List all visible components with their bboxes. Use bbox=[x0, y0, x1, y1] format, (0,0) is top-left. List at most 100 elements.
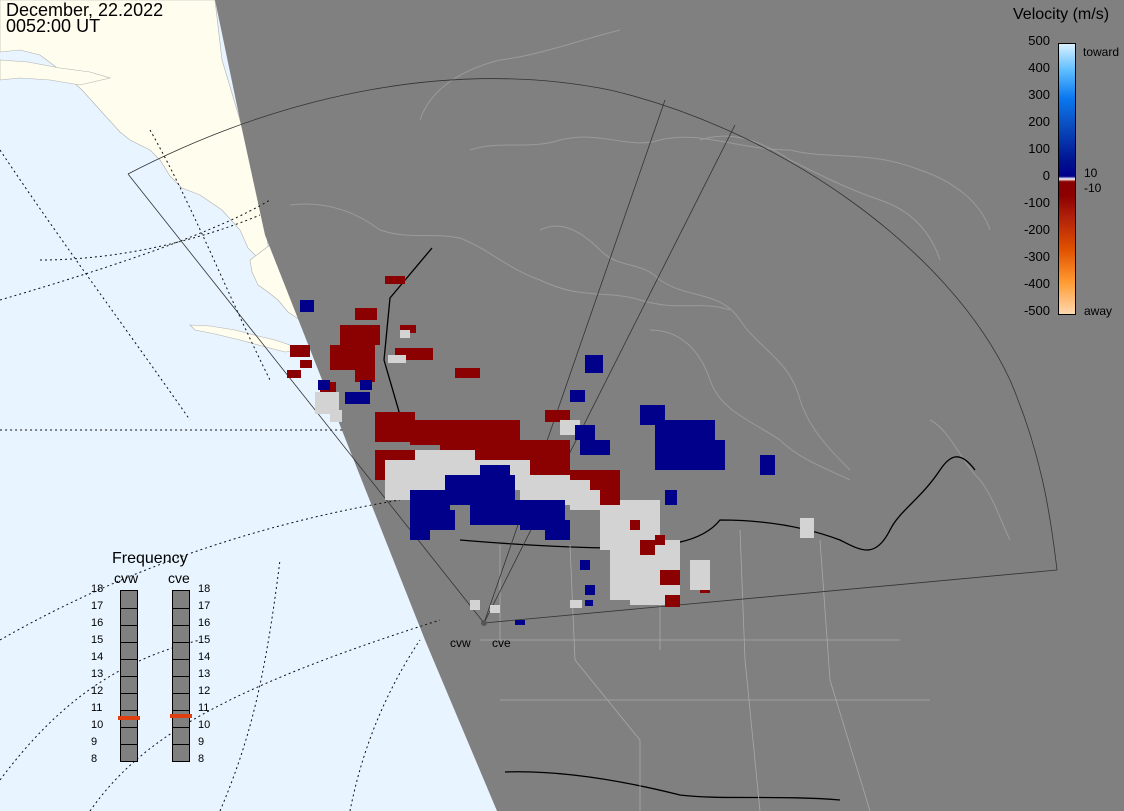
night-terminator-shading bbox=[215, 0, 1124, 811]
radar-cell bbox=[640, 540, 655, 555]
radar-cell bbox=[340, 325, 380, 345]
radar-cell bbox=[400, 325, 416, 333]
radar-cell bbox=[385, 276, 405, 284]
frequency-level: 17 bbox=[198, 600, 211, 612]
radar-cell bbox=[345, 392, 370, 404]
frequency-level: 16 bbox=[198, 617, 211, 629]
radar-cell bbox=[585, 355, 603, 373]
frequency-gridline bbox=[173, 693, 189, 694]
velocity-tick: 0 bbox=[1042, 168, 1050, 183]
frequency-column-cvw bbox=[120, 590, 138, 762]
velocity-tick-10: 10 bbox=[1084, 166, 1098, 180]
radar-cell bbox=[360, 380, 372, 390]
radar-cell bbox=[690, 560, 710, 590]
frequency-gridline bbox=[121, 608, 137, 609]
radar-cell bbox=[640, 580, 660, 600]
frequency-gridline bbox=[121, 693, 137, 694]
velocity-tick: 400 bbox=[1028, 60, 1050, 75]
radar-cell bbox=[355, 308, 377, 320]
velocity-tick: 100 bbox=[1028, 141, 1050, 156]
radar-cell bbox=[480, 465, 510, 480]
radar-cell bbox=[315, 392, 339, 414]
frequency-level: 8 bbox=[91, 753, 98, 765]
frequency-gridline bbox=[173, 659, 189, 660]
frequency-level: 16 bbox=[91, 617, 104, 629]
frequency-title: Frequency bbox=[112, 550, 188, 567]
plot-time: 0052:00 UT bbox=[6, 16, 101, 36]
velocity-tick: 500 bbox=[1028, 33, 1050, 48]
velocity-tick: 200 bbox=[1028, 114, 1050, 129]
radar-cell bbox=[388, 355, 406, 363]
frequency-level: 10 bbox=[91, 719, 104, 731]
toward-label: toward bbox=[1083, 45, 1120, 59]
frequency-level: 10 bbox=[198, 719, 211, 731]
radar-cell bbox=[570, 600, 582, 608]
frequency-level: 11 bbox=[91, 702, 103, 714]
frequency-level: 13 bbox=[91, 668, 104, 680]
radar-cell bbox=[630, 520, 640, 530]
frequency-level: 12 bbox=[198, 685, 211, 697]
frequency-radar-cvw: cvw bbox=[114, 570, 139, 586]
radar-cell bbox=[585, 585, 595, 595]
radar-cell bbox=[760, 455, 775, 475]
frequency-gridline bbox=[173, 727, 189, 728]
frequency-gridline bbox=[121, 676, 137, 677]
radar-cell bbox=[300, 360, 312, 368]
frequency-level: 12 bbox=[91, 685, 104, 697]
radar-cell bbox=[800, 518, 814, 538]
radar-cell bbox=[515, 620, 525, 625]
frequency-gridline bbox=[173, 642, 189, 643]
velocity-tick: -400 bbox=[1023, 276, 1050, 291]
frequency-gridline bbox=[121, 727, 137, 728]
frequency-level: 17 bbox=[91, 600, 104, 612]
velocity-tick: 300 bbox=[1028, 87, 1050, 102]
frequency-gridline bbox=[121, 625, 137, 626]
radar-cell bbox=[355, 370, 375, 382]
frequency-gridline bbox=[173, 608, 189, 609]
radar-cell bbox=[545, 520, 570, 540]
radar-cell bbox=[430, 510, 455, 530]
radar-cell bbox=[640, 405, 665, 425]
frequency-level: 14 bbox=[198, 651, 211, 663]
radar-cell bbox=[590, 470, 620, 490]
radar-cell bbox=[410, 520, 430, 540]
frequency-gridline bbox=[121, 642, 137, 643]
radar-cell bbox=[585, 600, 593, 606]
radar-site-dot bbox=[481, 620, 487, 626]
frequency-level: 8 bbox=[198, 753, 205, 765]
radar-cell bbox=[665, 595, 680, 607]
radar-cell bbox=[490, 605, 500, 613]
frequency-level: 18 bbox=[198, 583, 211, 595]
frequency-column-cve bbox=[172, 590, 190, 762]
frequency-level: 14 bbox=[91, 651, 104, 663]
frequency-marker-cve bbox=[170, 713, 192, 718]
frequency-gridline bbox=[121, 710, 137, 711]
velocity-title: Velocity (m/s) bbox=[1013, 6, 1110, 23]
radar-cell bbox=[300, 300, 314, 312]
radar-cell bbox=[290, 345, 310, 357]
radar-cell bbox=[287, 370, 301, 378]
frequency-level: 15 bbox=[198, 634, 211, 646]
radar-site-cve: cve bbox=[492, 636, 511, 650]
radar-cell bbox=[318, 380, 330, 390]
frequency-gridline bbox=[121, 659, 137, 660]
radar-cell bbox=[570, 390, 585, 402]
radar-site-cvw: cvw bbox=[450, 636, 471, 650]
frequency-level: 15 bbox=[91, 634, 104, 646]
radar-cell bbox=[545, 410, 570, 422]
radar-cell bbox=[375, 412, 415, 442]
coordinate-grid bbox=[0, 129, 441, 811]
frequency-gridline bbox=[173, 625, 189, 626]
radar-cell bbox=[690, 440, 725, 470]
radar-data-cells bbox=[287, 276, 814, 625]
frequency-gridline bbox=[173, 744, 189, 745]
radar-cell bbox=[330, 410, 342, 422]
radar-cell bbox=[655, 535, 665, 545]
radar-cell bbox=[580, 560, 590, 570]
velocity-tick-minus-10: -10 bbox=[1084, 181, 1102, 195]
radar-cell bbox=[520, 455, 570, 475]
velocity-tick: -100 bbox=[1023, 195, 1050, 210]
frequency-gridline bbox=[173, 710, 189, 711]
radar-cell bbox=[665, 490, 677, 505]
